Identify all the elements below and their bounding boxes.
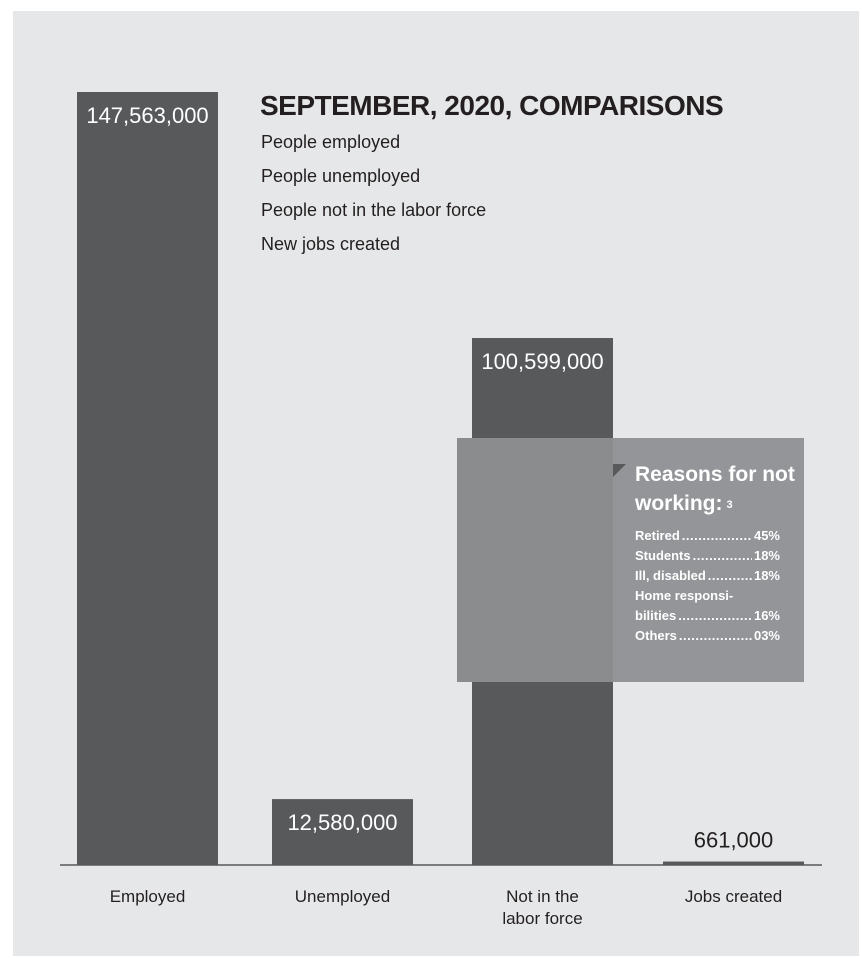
category-label-not-in-the-labor-force: labor force (502, 909, 582, 928)
reason-percent: 45% (753, 528, 780, 543)
reason-item: Home responsi- (635, 586, 780, 606)
dot-leader: ........................................… (707, 568, 752, 583)
category-label-unemployed: Unemployed (295, 887, 390, 906)
reason-percent: 16% (753, 608, 780, 623)
reason-label: Retired (635, 528, 680, 543)
dot-leader: ........................................… (681, 528, 752, 543)
value-labels-group: 147,563,000 12,580,000 100,599,000 661,000 (86, 103, 773, 853)
legend-entry: People unemployed (261, 166, 421, 186)
reason-label: Ill, disabled (635, 568, 706, 583)
legend-entry: New jobs created (261, 234, 401, 254)
reason-percent: 18% (753, 568, 780, 583)
reason-label: Others (635, 628, 677, 643)
reason-percent: 18% (753, 548, 780, 563)
reason-label: bilities (635, 608, 677, 623)
value-label-not-in-the-labor-force: 100,599,000 (481, 349, 603, 374)
footnote-marker: 3 (726, 499, 733, 511)
reason-label: Home responsi- (635, 588, 734, 603)
dot-leader: ........................................… (678, 628, 752, 643)
reason-item: Retired.................................… (635, 526, 780, 546)
reason-item: Students................................… (635, 546, 780, 566)
bar-employed (77, 92, 218, 865)
reason-item: bilities................................… (635, 606, 780, 626)
category-label-jobs-created: Jobs created (685, 887, 782, 906)
legend-entry: People not in the labor force (261, 200, 487, 220)
bars-group (77, 92, 804, 865)
reasons-title-text: Reasons for not working: (635, 463, 795, 515)
legend-entry: People employed (261, 132, 401, 152)
category-label-employed: Employed (110, 887, 186, 906)
legend: People employed People unemployed People… (261, 130, 486, 266)
reason-item: Others..................................… (635, 626, 780, 646)
reason-item: Ill, disabled...........................… (635, 566, 780, 586)
callout-pointer (613, 464, 626, 477)
value-label-unemployed: 12,580,000 (287, 810, 397, 835)
value-label-employed: 147,563,000 (86, 103, 208, 128)
reasons-title: Reasons for not working: 3 (635, 460, 800, 518)
reasons-list: Retired.................................… (635, 526, 780, 646)
reason-label: Students (635, 548, 691, 563)
category-label-not-in-the-labor-force: Not in the (506, 887, 579, 906)
dot-leader: ........................................… (678, 608, 752, 623)
value-label-jobs-created: 661,000 (694, 828, 774, 853)
reasons-callout-box (613, 438, 804, 682)
category-labels-group: Employed Unemployed Not in the labor force J… (110, 887, 782, 928)
reason-percent: 03% (753, 628, 780, 643)
bar-unemployed (272, 799, 413, 865)
chart-title: SEPTEMBER, 2020, COMPARISONS (260, 90, 724, 121)
bar-jobs-created (663, 861, 804, 865)
dot-leader: ........................................… (692, 548, 752, 563)
